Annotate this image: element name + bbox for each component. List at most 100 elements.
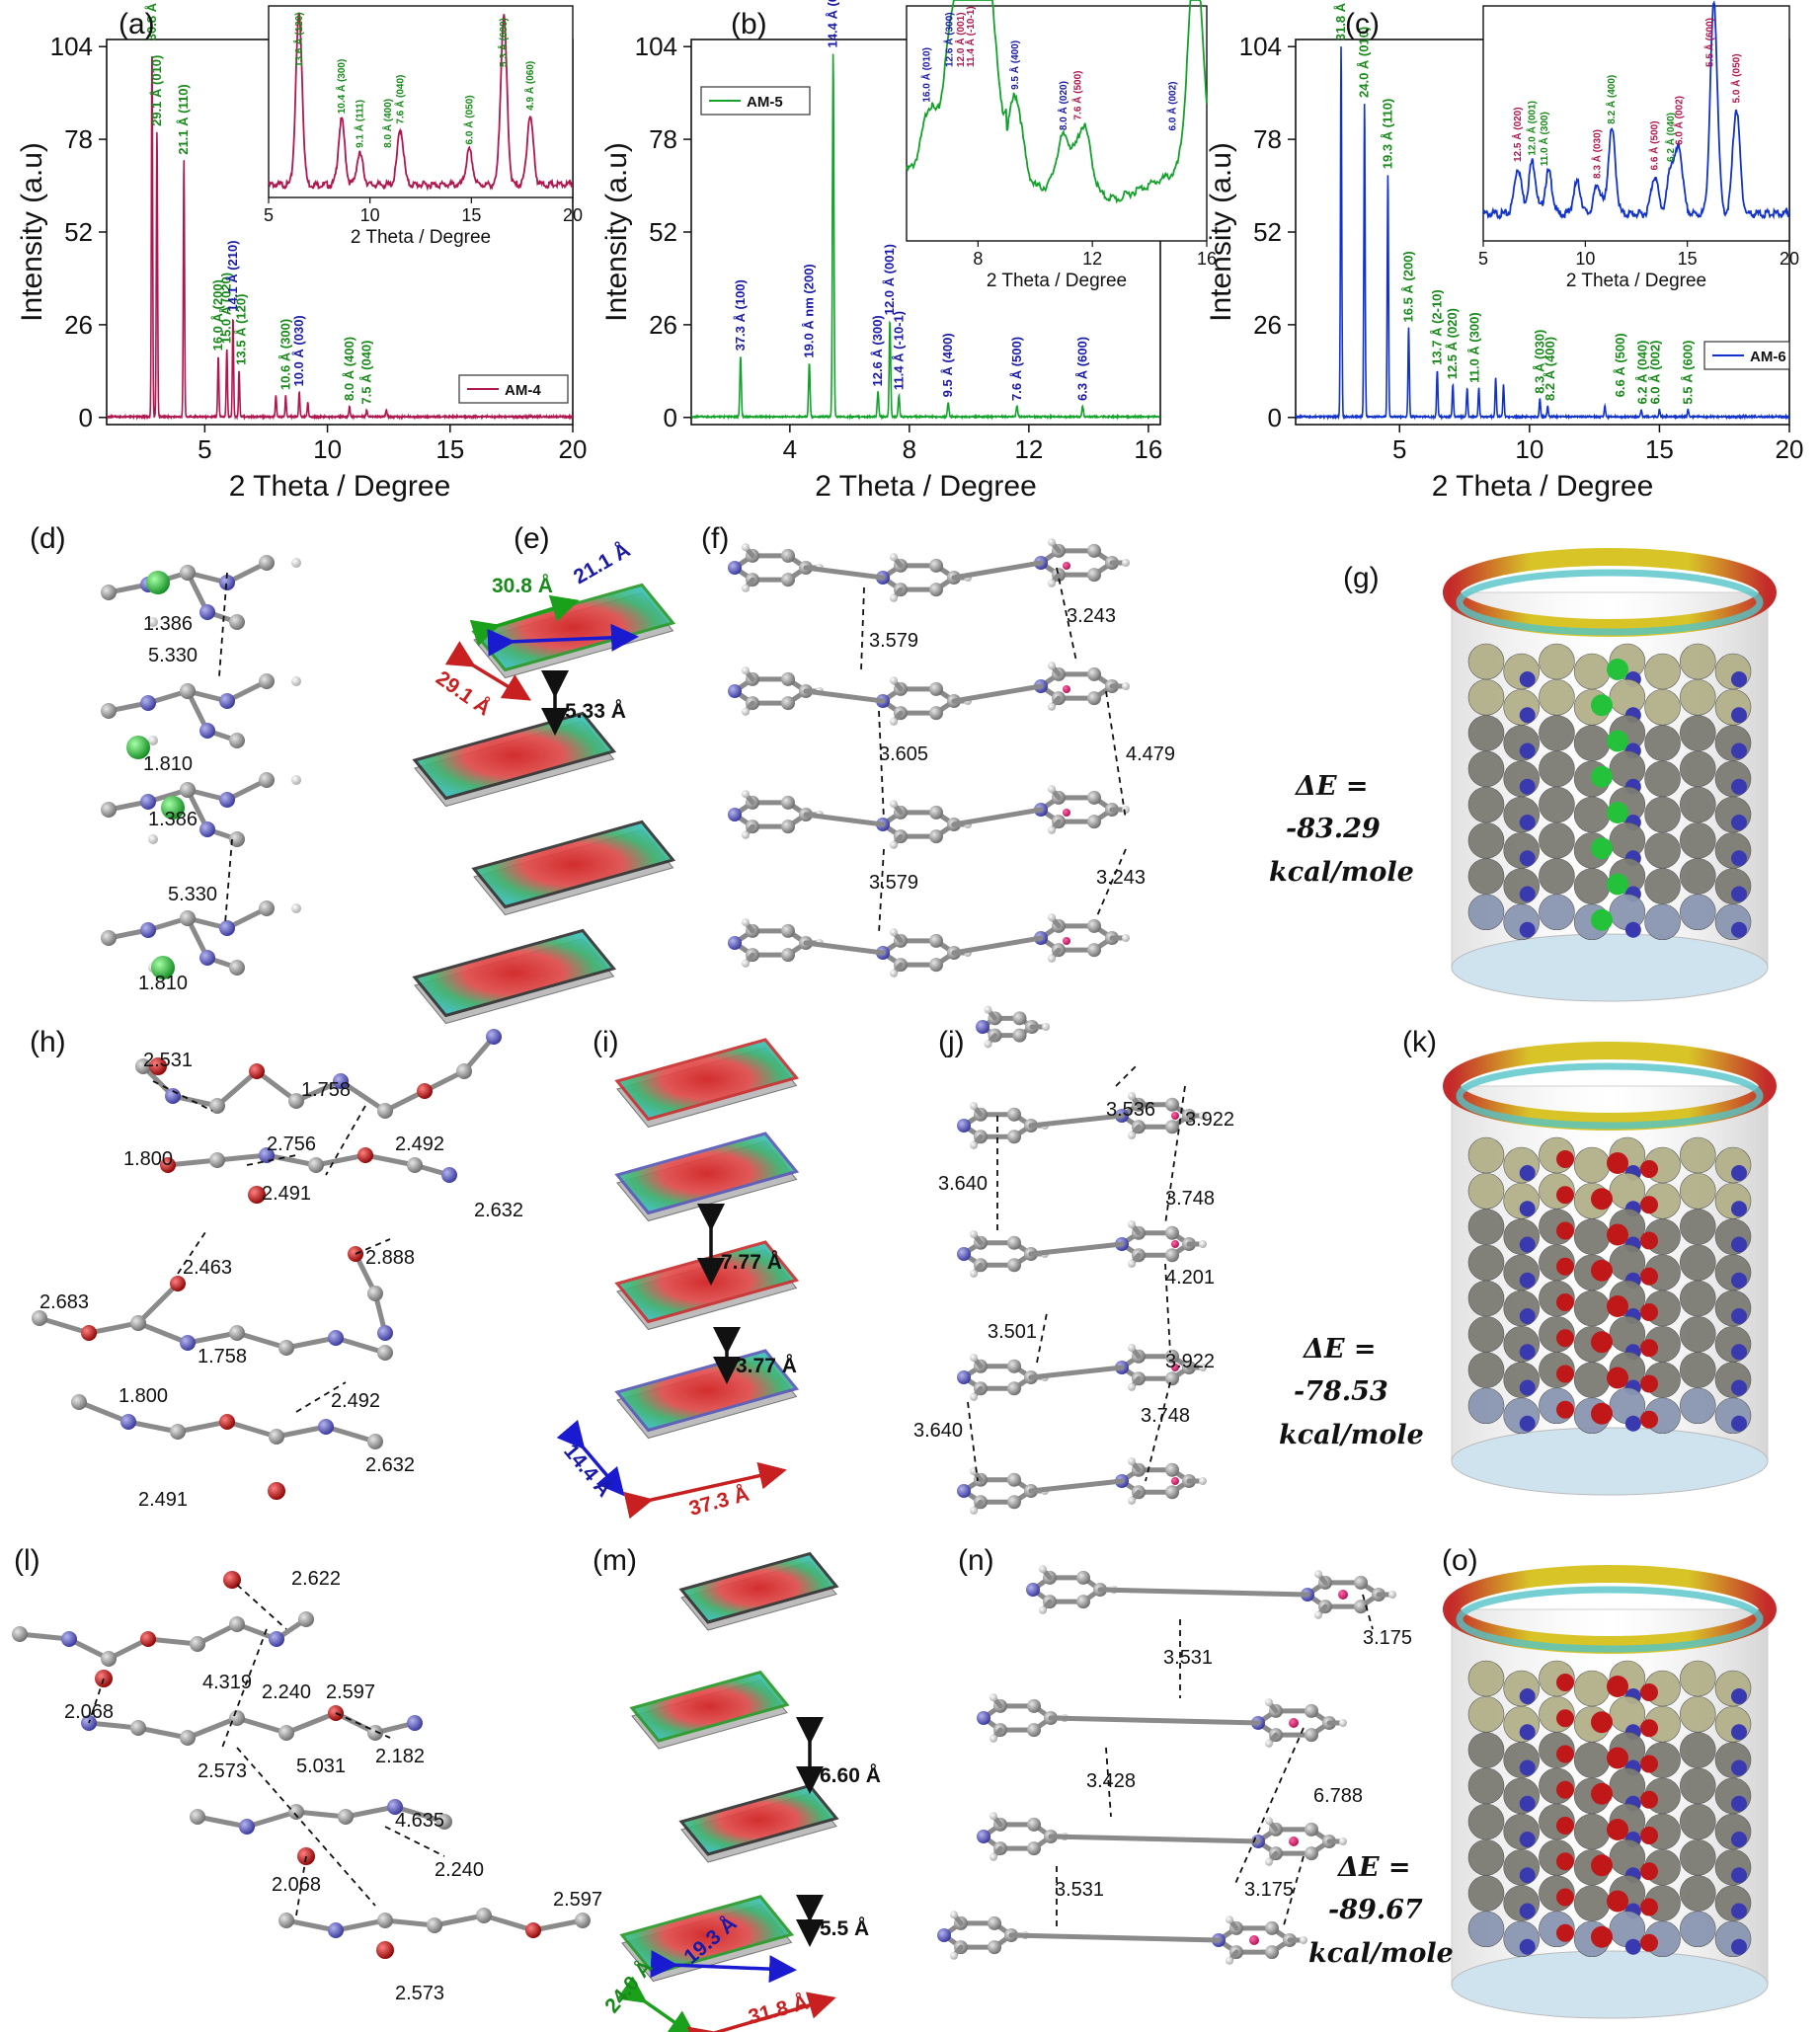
atom [728, 684, 742, 698]
nitrogen-atom [1519, 1165, 1536, 1181]
atom [1087, 943, 1101, 958]
atom [328, 1330, 344, 1346]
bond [1028, 1478, 1125, 1494]
y-tick-label: 26 [1253, 310, 1282, 340]
y-axis-label: Intensity (a.u) [16, 142, 48, 322]
distance-label: 1.758 [198, 1346, 247, 1368]
packing-atom [1467, 821, 1505, 859]
packing-atom [1467, 750, 1505, 788]
atom [957, 1247, 971, 1261]
packing-atom [1467, 678, 1505, 716]
atom [1128, 1259, 1136, 1268]
inset-peak-label: 11.4 Å (-10-1) [964, 6, 977, 67]
atom [291, 676, 301, 686]
packing-atom [1467, 1732, 1505, 1768]
bond [185, 1715, 240, 1741]
bond [803, 940, 886, 956]
atom [259, 1147, 275, 1163]
nitrogen-atom [1731, 1688, 1747, 1704]
atom [12, 1626, 28, 1642]
bond [1097, 1587, 1310, 1598]
atom [126, 736, 150, 759]
bond [392, 1804, 447, 1825]
atom [1305, 1703, 1318, 1718]
x-tick-label: 8 [903, 434, 916, 464]
atom [1128, 1220, 1136, 1229]
atom [1087, 691, 1101, 706]
atom [970, 1230, 978, 1239]
inset-peak-label: 7.6 Å (500) [1071, 70, 1084, 119]
contact-line [88, 1678, 105, 1724]
dimension-label: 3.77 Å [736, 1354, 797, 1377]
atom [781, 948, 795, 963]
atom [1300, 1936, 1307, 1944]
inset-trace [906, 0, 1208, 204]
atom [259, 900, 275, 916]
highlight-atom [1640, 1719, 1658, 1738]
layer-plate [412, 928, 617, 1018]
nitrogen-atom [1519, 1832, 1536, 1847]
bond [951, 560, 1044, 581]
contact-line [1164, 1085, 1186, 1225]
packing-atom [1609, 1838, 1646, 1876]
nitrogen-atom [1519, 1795, 1536, 1812]
distance-label: 2.573 [395, 1983, 444, 2004]
packing-atom [1644, 868, 1681, 904]
panel-label-d: (d) [30, 522, 66, 555]
atom [1354, 1600, 1368, 1614]
bond [951, 807, 1044, 827]
layer-plate [678, 1783, 839, 1856]
atom [781, 671, 795, 686]
atom [970, 1102, 978, 1111]
panel-label-h: (h) [30, 1026, 66, 1058]
chart-am5: 0 26 52 78 104 4 8 12 16 2 Theta / Degree Intensit… [600, 0, 1217, 503]
atom [1199, 1364, 1207, 1371]
atom [970, 1506, 978, 1515]
nitrogen-atom [1731, 1308, 1747, 1324]
atom [937, 1928, 951, 1942]
atom [180, 910, 196, 926]
structure-n-stack: 3.531 3.175 6.788 3.428 3.175 3.531 [937, 1565, 1412, 1965]
atom [148, 617, 158, 627]
inset-x-tick-label: 20 [1780, 249, 1799, 269]
packing-atom [1467, 1244, 1505, 1282]
chart-am4: 0 26 52 78 104 5 10 15 20 2 Theta / Degree Intensi… [16, 0, 587, 503]
highlight-atom [1591, 1925, 1613, 1948]
distance-label: 3.579 [869, 630, 918, 652]
distance-label: 2.597 [326, 1681, 375, 1703]
atom [476, 1908, 492, 1923]
bond [803, 565, 886, 581]
highlight-atom [1640, 1410, 1658, 1429]
atom [135, 1058, 151, 1074]
bond [135, 1320, 191, 1346]
nitrogen-atom [1731, 1938, 1747, 1955]
x-tick-label: 5 [1392, 434, 1406, 464]
bond [951, 683, 1044, 704]
atom [1007, 1235, 1021, 1250]
inset-x-tick-label: 10 [360, 205, 380, 225]
atom [1171, 1240, 1179, 1248]
energy-g: ΔE = -83.29 kcal/mole [1269, 771, 1414, 888]
packing-atom [1679, 1136, 1716, 1174]
dimension-label: 7.77 Å [721, 1250, 782, 1274]
nitrogen-atom [1519, 1759, 1536, 1776]
atom [929, 583, 943, 597]
peak-label: 13.5 Å (120) [234, 294, 249, 365]
packing-atom [1609, 1172, 1646, 1210]
atom [160, 1157, 176, 1173]
distance-label: 2.240 [435, 1859, 484, 1881]
nitrogen-atom [1731, 1832, 1747, 1847]
peak-label: 29.1 Å (010) [149, 55, 164, 126]
energy-unit: kcal/mole [1279, 1420, 1424, 1450]
bond [343, 1804, 398, 1820]
packing-atom [1679, 858, 1716, 895]
peak-label: 8.2 Å (400) [1543, 337, 1557, 401]
nitrogen-atom [1731, 1903, 1747, 1919]
atom [1012, 1011, 1027, 1026]
peak-label: 13.7 Å (2-10) [1429, 289, 1444, 365]
contact-line [224, 838, 233, 924]
packing-atom [1609, 678, 1646, 716]
distance-label: 4.479 [1126, 743, 1175, 765]
nitrogen-atom [1731, 1415, 1747, 1432]
atom [1265, 1945, 1279, 1960]
